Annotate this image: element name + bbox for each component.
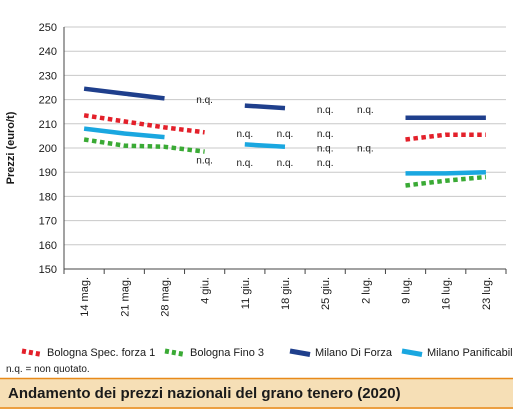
- annotation-nq: n.q.: [236, 129, 253, 140]
- legend-label-3: Milano Panificabile: [427, 347, 513, 359]
- legend-label-2: Milano Di Forza: [315, 347, 393, 359]
- series-lines: [83, 86, 487, 188]
- annotations: n.q. n.q. n.q. n.q. n.q. n.q. n.q. n.q. n.q. n.q.…: [196, 95, 373, 169]
- y-tick-label: 170: [39, 216, 57, 228]
- y-tick-label: 160: [39, 240, 57, 252]
- series-line-1: [83, 137, 205, 154]
- annotation-nq: n.q.: [317, 144, 334, 155]
- x-axis-ticks: 14 mag. 21 mag. 28 mag. 4 giu. 11 giu. 18 giu…: [63, 269, 507, 317]
- x-tick-label: 9 lug.: [401, 277, 413, 304]
- y-tick-label: 240: [39, 46, 57, 58]
- annotation-nq: n.q.: [196, 95, 213, 106]
- legend: Bologna Spec. forza 1 Bologna Fino 3 Milan…: [21, 347, 513, 359]
- x-tick-label: 23 lug.: [481, 277, 493, 310]
- annotation-nq: n.q.: [357, 144, 374, 155]
- gridlines: [64, 26, 506, 270]
- series-line-0: [405, 132, 486, 142]
- annotation-nq: n.q.: [317, 105, 334, 116]
- y-tick-label: 250: [39, 22, 57, 34]
- y-tick-label: 230: [39, 70, 57, 82]
- legend-label-1: Bologna Fino 3: [190, 347, 264, 359]
- x-tick-label: 28 mag.: [159, 277, 171, 317]
- annotation-nq: n.q.: [277, 158, 294, 169]
- chart-title: Andamento dei prezzi nazionali del grano…: [8, 385, 401, 402]
- legend-swatch-0: [21, 348, 43, 357]
- series-line-2: [83, 86, 165, 101]
- x-tick-label: 25 giu.: [320, 277, 332, 310]
- x-tick-label: 14 mag.: [79, 277, 91, 317]
- x-tick-label: 11 giu.: [240, 277, 252, 309]
- legend-swatch-3: [401, 348, 423, 357]
- series-line-3: [405, 169, 486, 176]
- series-line-0: [83, 113, 205, 135]
- series-line-3: [83, 126, 165, 140]
- series-line-3: [244, 142, 286, 150]
- y-tick-label: 220: [39, 95, 57, 107]
- series-line-1: [405, 174, 487, 188]
- annotation-nq: n.q.: [196, 156, 213, 167]
- y-tick-label: 150: [39, 264, 57, 276]
- y-axis-ticks: 150 160 170 180 190 200 210 220 230 240 250: [39, 22, 57, 276]
- annotation-nq: n.q.: [277, 129, 294, 140]
- y-tick-label: 200: [39, 143, 57, 155]
- y-tick-label: 190: [39, 167, 57, 179]
- series-line-2: [244, 103, 286, 111]
- y-axis-label: Prezzi (euro/t): [5, 111, 17, 184]
- annotation-nq: n.q.: [317, 129, 334, 140]
- annotation-nq: n.q.: [317, 158, 334, 169]
- x-tick-label: 4 giu.: [200, 277, 212, 304]
- x-tick-label: 16 lug.: [441, 277, 453, 310]
- legend-label-0: Bologna Spec. forza 1: [47, 347, 155, 359]
- annotation-nq: n.q.: [236, 158, 253, 169]
- note: n.q. = non quotato.: [6, 364, 90, 375]
- y-tick-label: 210: [39, 119, 57, 131]
- x-tick-label: 21 mag.: [119, 277, 131, 317]
- x-tick-label: 2 lug.: [360, 277, 372, 304]
- legend-swatch-1: [164, 348, 186, 357]
- legend-swatch-2: [289, 348, 311, 357]
- y-tick-label: 180: [39, 191, 57, 203]
- title-band: [0, 378, 513, 409]
- x-tick-label: 18 giu.: [280, 277, 292, 310]
- annotation-nq: n.q.: [357, 105, 374, 116]
